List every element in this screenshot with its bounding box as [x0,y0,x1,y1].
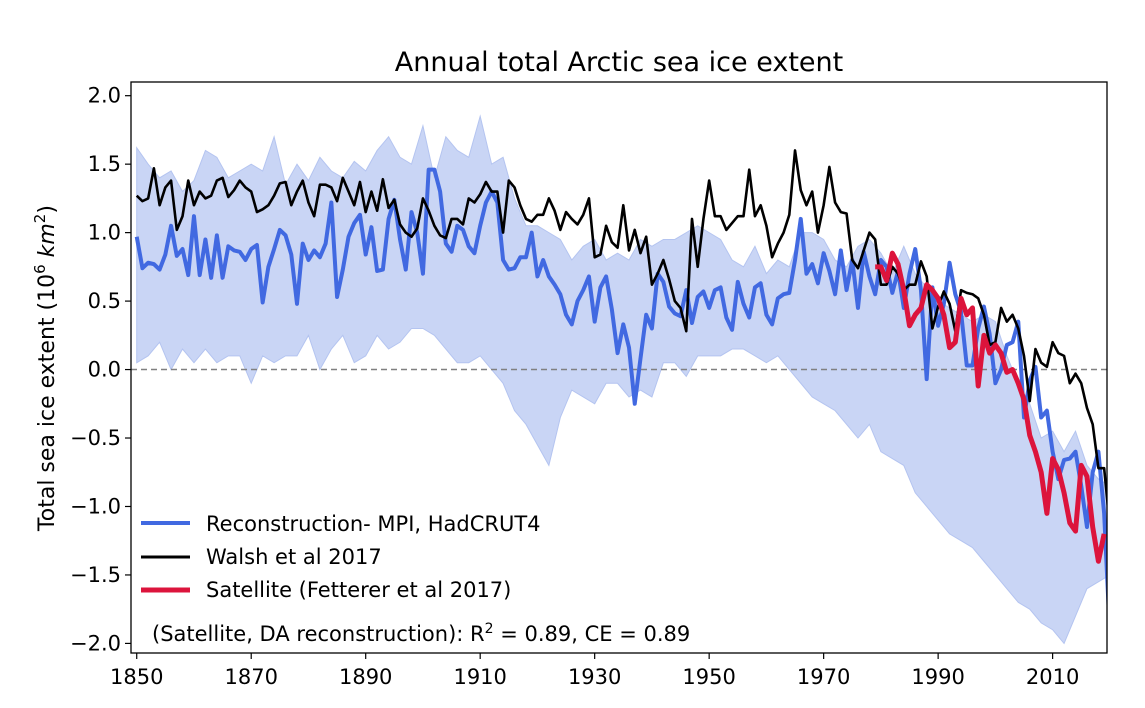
y-axis: 2.0 1.5 1.0 0.5 0.0 −0.5 −1.0 −1.5 −2.0 [70,84,131,655]
satellite-line [875,250,1107,564]
x-tick-label: 1950 [682,665,735,689]
chart-title: Annual total Arctic sea ice extent [395,47,843,78]
x-tick-label: 1930 [568,665,621,689]
y-tick-label: 0.5 [88,289,121,313]
legend-label-reconstruction: Reconstruction- MPI, HadCRUT4 [206,512,541,536]
y-axis-label: Total sea ice extent (106 km2) [31,205,60,532]
y-tick-label: −0.5 [70,426,121,450]
reconstruction-line [134,167,1107,616]
x-tick-label: 1990 [911,665,964,689]
axes-frame [130,81,1108,654]
series-layer [134,149,1107,616]
x-tick-label: 1910 [453,665,506,689]
legend: Reconstruction- MPI, HadCRUT4 Walsh et a… [141,512,541,602]
legend-label-satellite: Satellite (Fetterer et al 2017) [206,578,511,602]
x-tick-label: 2010 [1026,665,1079,689]
y-tick-label: 2.0 [88,84,121,108]
y-tick-label: −1.5 [70,563,121,587]
legend-label-walsh: Walsh et al 2017 [206,545,382,569]
x-tick-label: 1850 [110,665,163,689]
x-tick-label: 1890 [339,665,392,689]
y-tick-label: −2.0 [70,631,121,655]
y-tick-label: 1.0 [88,221,121,245]
y-tick-label: −1.0 [70,494,121,518]
y-tick-label: 1.5 [88,152,121,176]
x-axis: 1850 1870 1890 1910 1930 1950 1970 1990 2010 [110,653,1079,689]
x-tick-label: 1870 [224,665,277,689]
walsh-line [135,149,1107,512]
x-tick-label: 1970 [797,665,850,689]
y-tick-label: 0.0 [88,358,121,382]
stats-annotation: (Satellite, DA reconstruction): R2 = 0.8… [152,621,690,646]
